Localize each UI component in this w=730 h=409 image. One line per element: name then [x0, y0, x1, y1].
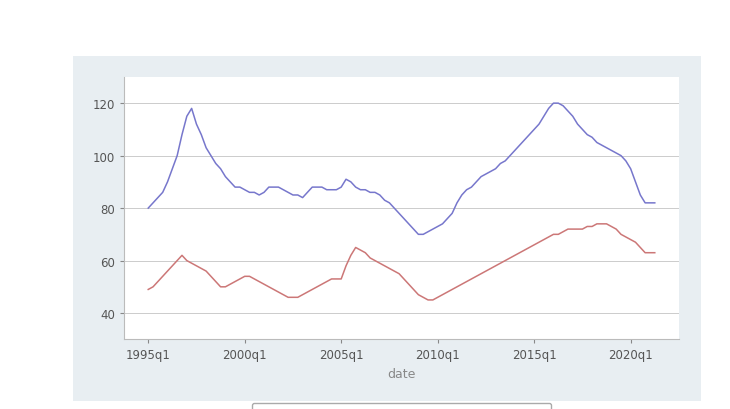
Z-score_nonconglo [144, 287, 153, 292]
Z-score_conglo [447, 211, 456, 216]
Z-score_nonconglo [423, 298, 432, 303]
Z-score_nonconglo [443, 290, 452, 295]
Z-score_nonconglo [588, 225, 596, 229]
Z-score_conglo [496, 162, 504, 166]
Z-score_conglo [593, 141, 602, 146]
Line: Z-score_conglo: Z-score_conglo [148, 104, 655, 235]
Z-score_nonconglo [496, 261, 504, 266]
X-axis label: date: date [388, 367, 415, 380]
Z-score_nonconglo [477, 272, 485, 276]
Z-score_nonconglo [447, 287, 456, 292]
Z-score_conglo [650, 201, 659, 206]
Z-score_nonconglo [593, 222, 602, 227]
Z-score_conglo [443, 217, 452, 222]
Legend: Z-score_conglo, Z-score_nonconglo: Z-score_conglo, Z-score_nonconglo [252, 403, 551, 409]
Z-score_nonconglo [158, 274, 167, 279]
Z-score_conglo [158, 191, 167, 196]
Z-score_conglo [549, 101, 558, 106]
Z-score_conglo [414, 232, 423, 237]
Z-score_conglo [477, 175, 485, 180]
Z-score_nonconglo [650, 251, 659, 256]
Z-score_conglo [144, 206, 153, 211]
Line: Z-score_nonconglo: Z-score_nonconglo [148, 224, 655, 300]
